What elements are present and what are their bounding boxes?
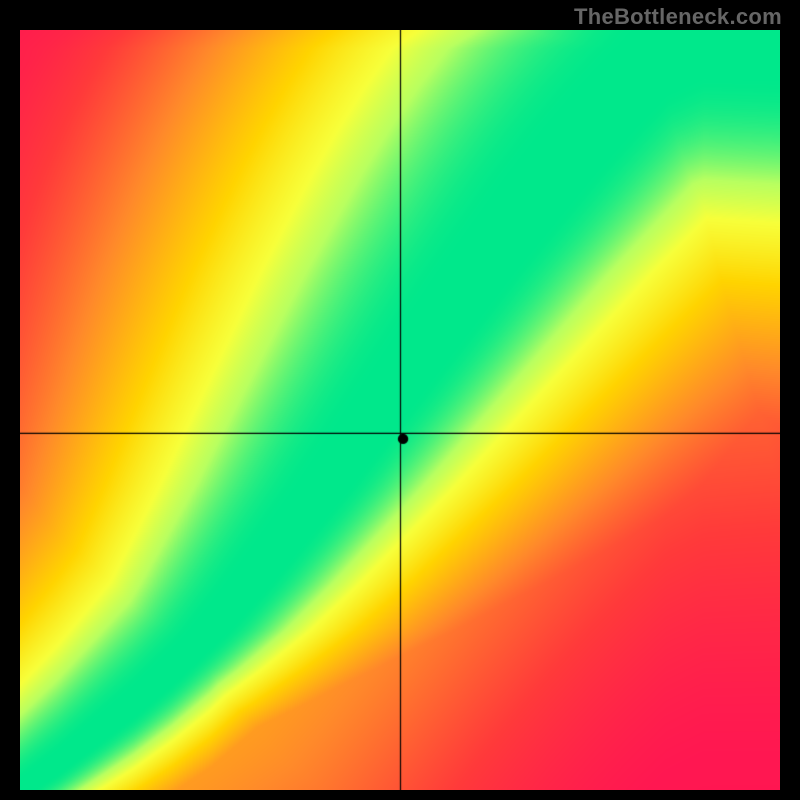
watermark-text: TheBottleneck.com: [574, 4, 782, 30]
chart-container: { "watermark": { "text": "TheBottleneck.…: [0, 0, 800, 800]
bottleneck-heatmap: [20, 30, 780, 790]
